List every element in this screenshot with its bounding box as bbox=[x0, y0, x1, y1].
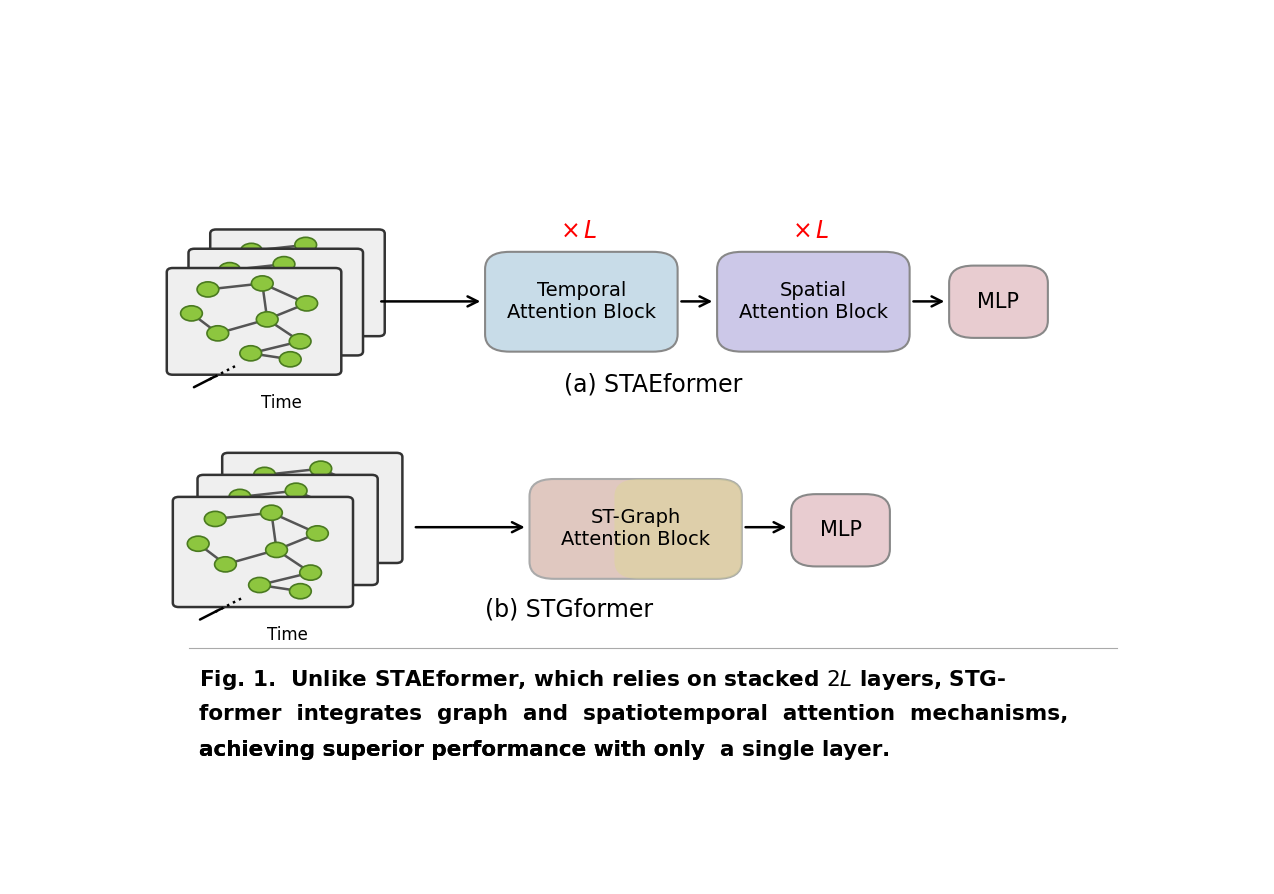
Circle shape bbox=[206, 325, 228, 341]
Circle shape bbox=[355, 482, 377, 497]
Text: a single layer: a single layer bbox=[720, 740, 882, 760]
Circle shape bbox=[311, 315, 333, 330]
FancyBboxPatch shape bbox=[222, 453, 403, 563]
Circle shape bbox=[315, 498, 336, 513]
Circle shape bbox=[290, 520, 312, 536]
Text: Spatial
Attention Block: Spatial Attention Block bbox=[739, 282, 888, 322]
FancyBboxPatch shape bbox=[614, 479, 741, 578]
Circle shape bbox=[214, 557, 236, 572]
Circle shape bbox=[240, 535, 261, 550]
Circle shape bbox=[315, 561, 336, 577]
Text: achieving superior performance with only: achieving superior performance with only bbox=[199, 740, 720, 760]
Text: Fig. 1.  Unlike STAEformer, which relies on stacked $2L$ layers, STG-: Fig. 1. Unlike STAEformer, which relies … bbox=[199, 669, 1006, 692]
Circle shape bbox=[241, 243, 262, 258]
Circle shape bbox=[307, 526, 329, 541]
Circle shape bbox=[322, 313, 344, 328]
Text: MLP: MLP bbox=[819, 520, 861, 540]
FancyBboxPatch shape bbox=[949, 266, 1049, 338]
Circle shape bbox=[325, 543, 347, 558]
FancyBboxPatch shape bbox=[485, 252, 678, 351]
FancyBboxPatch shape bbox=[189, 249, 363, 356]
Text: (b) STGformer: (b) STGformer bbox=[485, 598, 654, 622]
Text: Time: Time bbox=[266, 627, 307, 645]
Circle shape bbox=[224, 267, 246, 283]
Circle shape bbox=[219, 263, 241, 278]
Text: $\times \, \mathit{L}$: $\times \, \mathit{L}$ bbox=[792, 219, 829, 243]
Circle shape bbox=[266, 543, 288, 558]
Text: .: . bbox=[882, 740, 891, 760]
Circle shape bbox=[181, 306, 203, 321]
Text: Time: Time bbox=[261, 394, 302, 412]
Text: former  integrates  graph  and  spatiotemporal  attention  mechanisms,: former integrates graph and spatiotempor… bbox=[199, 704, 1068, 724]
Text: (a) STAEformer: (a) STAEformer bbox=[563, 372, 743, 396]
Circle shape bbox=[279, 351, 301, 367]
Circle shape bbox=[203, 287, 224, 301]
Circle shape bbox=[240, 346, 261, 361]
Circle shape bbox=[298, 534, 320, 549]
Circle shape bbox=[299, 565, 321, 580]
FancyBboxPatch shape bbox=[173, 497, 353, 607]
Circle shape bbox=[317, 276, 339, 291]
Circle shape bbox=[333, 295, 354, 310]
Circle shape bbox=[261, 505, 283, 520]
Circle shape bbox=[331, 504, 353, 519]
Circle shape bbox=[248, 578, 270, 593]
Circle shape bbox=[301, 333, 322, 348]
FancyBboxPatch shape bbox=[530, 479, 741, 578]
Circle shape bbox=[229, 489, 251, 504]
Circle shape bbox=[251, 276, 273, 291]
Circle shape bbox=[197, 282, 219, 297]
Circle shape bbox=[289, 333, 311, 349]
FancyBboxPatch shape bbox=[791, 494, 891, 567]
FancyBboxPatch shape bbox=[717, 252, 910, 351]
Circle shape bbox=[285, 483, 307, 498]
Circle shape bbox=[261, 326, 283, 342]
Text: ST-Graph
Attention Block: ST-Graph Attention Block bbox=[561, 509, 710, 550]
Circle shape bbox=[289, 584, 311, 599]
Circle shape bbox=[256, 312, 278, 327]
Circle shape bbox=[349, 521, 371, 536]
Circle shape bbox=[264, 513, 285, 527]
Circle shape bbox=[273, 257, 294, 272]
Circle shape bbox=[254, 468, 275, 483]
Circle shape bbox=[283, 308, 304, 323]
FancyBboxPatch shape bbox=[167, 268, 341, 375]
FancyBboxPatch shape bbox=[210, 230, 385, 336]
Circle shape bbox=[211, 514, 233, 529]
FancyBboxPatch shape bbox=[197, 475, 377, 585]
Circle shape bbox=[237, 492, 259, 507]
Text: $\times \, \mathit{L}$: $\times \, \mathit{L}$ bbox=[561, 219, 598, 243]
Circle shape bbox=[310, 461, 331, 477]
Circle shape bbox=[228, 307, 251, 322]
Text: Temporal
Attention Block: Temporal Attention Block bbox=[507, 282, 656, 322]
Circle shape bbox=[339, 540, 361, 554]
Circle shape bbox=[274, 555, 296, 570]
Circle shape bbox=[296, 296, 317, 311]
Circle shape bbox=[299, 274, 321, 289]
Text: achieving superior performance with only: achieving superior performance with only bbox=[199, 740, 720, 760]
Circle shape bbox=[251, 287, 273, 302]
Circle shape bbox=[294, 237, 316, 252]
Circle shape bbox=[204, 511, 225, 527]
Circle shape bbox=[187, 536, 209, 552]
Circle shape bbox=[339, 257, 361, 273]
Circle shape bbox=[278, 292, 299, 308]
Text: MLP: MLP bbox=[977, 291, 1019, 312]
